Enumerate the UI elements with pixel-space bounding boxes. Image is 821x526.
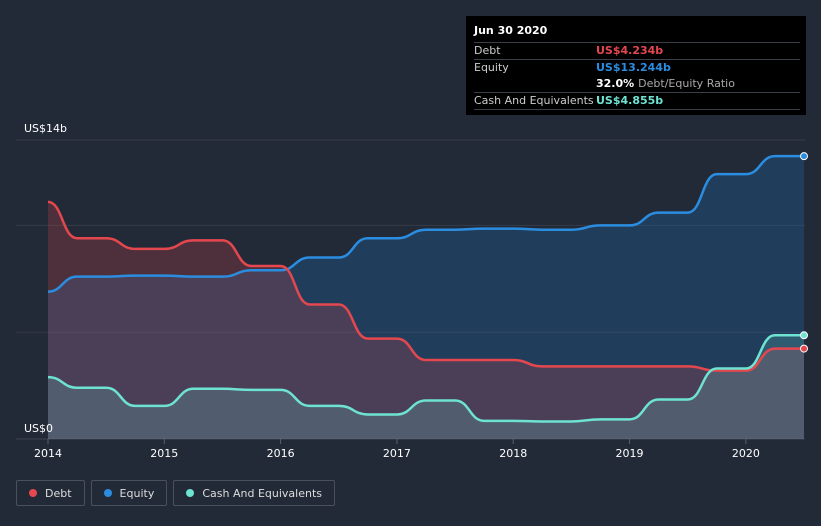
- y-tick-top: US$14b: [24, 122, 67, 135]
- data-tooltip: Jun 30 2020 Debt US$4.234b Equity US$13.…: [466, 16, 806, 115]
- series-areas: [48, 156, 804, 439]
- tooltip-ratio-value: 32.0%: [596, 77, 635, 90]
- line-debt: [47, 200, 804, 372]
- x-axis-ticks: 2014 2015 2016 2017 2018 2019 2020: [34, 439, 760, 460]
- tooltip-ratio-label: Debt/Equity Ratio: [638, 77, 735, 90]
- chart-legend: Debt Equity Cash And Equivalents: [16, 480, 335, 506]
- tooltip-row-ratio: 32.0% Debt/Equity Ratio: [474, 76, 800, 92]
- legend-dot-debt-icon: [29, 489, 37, 497]
- legend-item-debt[interactable]: Debt: [16, 480, 85, 506]
- x-tick-label: 2018: [499, 447, 527, 460]
- tooltip-cash-label: Cash And Equivalents: [474, 94, 594, 107]
- x-tick-label: 2015: [150, 447, 178, 460]
- area-debt: [48, 201, 804, 439]
- end-marker-debt: [800, 344, 808, 353]
- x-tick-label: 2017: [383, 447, 411, 460]
- legend-label-debt: Debt: [45, 486, 72, 500]
- tooltip-row-cash: Cash And Equivalents US$4.855b: [474, 92, 800, 110]
- tooltip-debt-label: Debt: [474, 44, 501, 57]
- tooltip-debt-value: US$4.234b: [596, 44, 664, 57]
- tooltip-row-debt: Debt US$4.234b: [474, 42, 800, 59]
- area-cash: [48, 335, 804, 439]
- legend-item-cash[interactable]: Cash And Equivalents: [173, 480, 335, 506]
- y-tick-zero: US$0: [24, 422, 53, 435]
- tooltip-equity-label: Equity: [474, 61, 509, 74]
- legend-dot-equity-icon: [103, 489, 112, 497]
- series-lines: [47, 154, 804, 423]
- series-end-markers: [800, 152, 808, 353]
- x-tick-label: 2020: [732, 447, 760, 460]
- legend-label-cash: Cash And Equivalents: [202, 486, 322, 500]
- x-tick-label: 2016: [267, 447, 295, 460]
- gridlines: [16, 139, 805, 440]
- area-equity: [48, 156, 804, 439]
- legend-item-equity[interactable]: Equity: [90, 480, 168, 506]
- x-tick-label: 2019: [616, 447, 644, 460]
- tooltip-cash-value: US$4.855b: [596, 94, 664, 107]
- tooltip-row-equity: Equity US$13.244b: [474, 59, 800, 76]
- line-cash: [47, 334, 804, 423]
- x-tick-label: 2014: [34, 447, 62, 460]
- legend-dot-cash-icon: [186, 489, 195, 497]
- line-equity: [47, 154, 804, 293]
- legend-label-equity: Equity: [119, 486, 155, 500]
- tooltip-equity-value: US$13.244b: [596, 61, 671, 74]
- tooltip-date: Jun 30 2020: [474, 24, 548, 37]
- end-marker-equity: [800, 152, 808, 161]
- end-marker-cash: [800, 331, 808, 340]
